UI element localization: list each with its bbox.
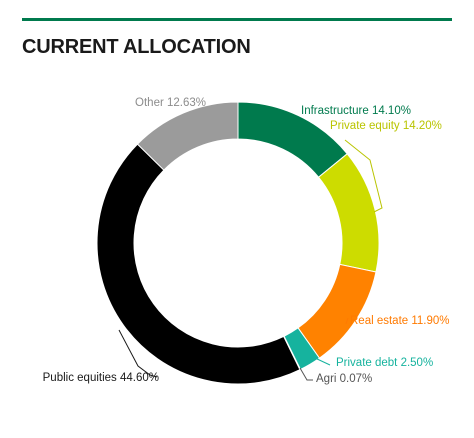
slice-public-equities [96, 143, 301, 385]
leader-private-debt [314, 357, 331, 366]
leader-public-equities [118, 329, 158, 378]
label-infrastructure: Infrastructure 14.10% [301, 105, 411, 117]
label-public-equities: Public equities 44.60% [43, 372, 159, 384]
label-private-equity: Private equity 14.20% [330, 120, 442, 132]
label-real-estate: Real estate 11.90% [350, 315, 450, 327]
leader-agri [299, 367, 313, 381]
top-rule [22, 18, 452, 21]
slice-other [136, 101, 239, 171]
slice-private-equity [317, 153, 380, 273]
label-agri: Agri 0.07% [316, 373, 372, 385]
slice-labels: Infrastructure 14.10% Private equity 14.2… [43, 97, 450, 385]
page-title: CURRENT ALLOCATION [22, 36, 251, 58]
leader-real-estate [345, 317, 349, 325]
leader-private-equity [344, 139, 383, 213]
label-private-debt: Private debt 2.50% [336, 357, 433, 369]
leader-lines [118, 139, 383, 381]
label-other: Other 12.63% [135, 97, 206, 109]
donut-slices [96, 101, 380, 385]
